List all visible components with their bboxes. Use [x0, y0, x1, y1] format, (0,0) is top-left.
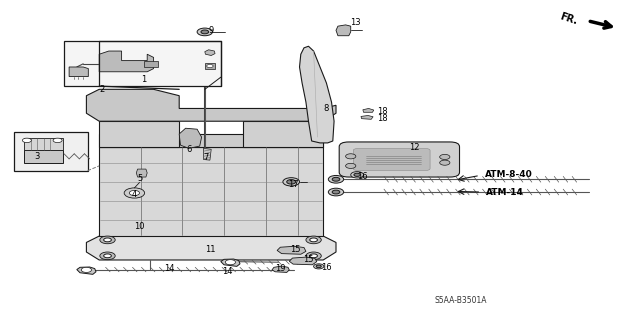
Text: 4: 4 [132, 190, 137, 199]
Polygon shape [361, 115, 373, 119]
Circle shape [310, 238, 317, 242]
Circle shape [440, 160, 450, 165]
Polygon shape [243, 121, 323, 147]
Circle shape [100, 252, 115, 260]
Circle shape [346, 163, 356, 168]
Text: 18: 18 [378, 107, 388, 116]
Text: 8: 8 [324, 104, 329, 113]
Circle shape [310, 254, 317, 258]
Text: 6: 6 [186, 145, 191, 154]
Circle shape [314, 264, 324, 269]
Circle shape [129, 190, 140, 196]
Circle shape [100, 236, 115, 244]
Text: ATM-8-40: ATM-8-40 [485, 170, 533, 179]
Text: FR.: FR. [559, 11, 579, 27]
Circle shape [283, 178, 300, 186]
Polygon shape [77, 267, 96, 274]
Circle shape [332, 177, 340, 181]
Text: 13: 13 [350, 18, 360, 27]
Circle shape [351, 172, 364, 178]
Circle shape [306, 252, 321, 260]
Circle shape [201, 30, 209, 34]
Circle shape [81, 267, 92, 272]
Text: 17: 17 [288, 180, 298, 189]
Text: 15: 15 [303, 256, 314, 264]
Polygon shape [69, 67, 88, 77]
Circle shape [22, 138, 31, 143]
Circle shape [197, 28, 212, 36]
Polygon shape [136, 169, 147, 177]
Text: 15: 15 [291, 245, 301, 254]
Bar [14, 132, 88, 171]
Polygon shape [86, 236, 336, 260]
Polygon shape [272, 266, 289, 272]
Polygon shape [99, 51, 154, 72]
Circle shape [53, 138, 62, 143]
Circle shape [124, 188, 145, 198]
Polygon shape [205, 50, 215, 56]
Text: 10: 10 [134, 222, 145, 231]
Text: 16: 16 [357, 172, 367, 181]
Text: 11: 11 [205, 245, 215, 254]
Circle shape [332, 190, 340, 194]
Polygon shape [179, 128, 202, 148]
Polygon shape [24, 150, 63, 163]
Bar [205, 63, 215, 69]
Polygon shape [221, 259, 240, 266]
Circle shape [328, 188, 344, 196]
Bar [64, 41, 221, 86]
Circle shape [207, 64, 213, 68]
Text: 12: 12 [410, 143, 420, 152]
Circle shape [225, 260, 236, 265]
Text: 18: 18 [378, 114, 388, 123]
Circle shape [354, 173, 360, 176]
Polygon shape [99, 134, 323, 147]
Circle shape [328, 175, 344, 183]
Circle shape [104, 254, 111, 258]
FancyBboxPatch shape [339, 142, 460, 177]
Text: 9: 9 [209, 26, 214, 35]
Circle shape [104, 238, 111, 242]
Circle shape [440, 154, 450, 160]
Text: 14: 14 [222, 267, 232, 276]
Polygon shape [300, 46, 334, 143]
FancyBboxPatch shape [353, 149, 430, 170]
Text: 19: 19 [275, 264, 285, 273]
Text: 16: 16 [321, 263, 332, 272]
Circle shape [306, 236, 321, 244]
Text: 1: 1 [141, 75, 147, 84]
Text: ATM-14: ATM-14 [486, 188, 524, 197]
Circle shape [346, 154, 356, 159]
Polygon shape [204, 148, 211, 160]
Polygon shape [277, 246, 306, 254]
Polygon shape [289, 257, 317, 265]
Text: 14: 14 [164, 264, 175, 273]
Polygon shape [86, 89, 336, 121]
Polygon shape [336, 25, 351, 36]
Text: 3: 3 [35, 152, 40, 161]
Text: 2: 2 [100, 85, 105, 94]
Text: S5AA-B3501A: S5AA-B3501A [435, 296, 487, 305]
Polygon shape [363, 108, 374, 112]
Polygon shape [99, 121, 179, 147]
Text: 7: 7 [204, 153, 209, 162]
Bar [24, 138, 63, 150]
Text: 5: 5 [137, 174, 142, 183]
Circle shape [287, 180, 296, 184]
Circle shape [316, 265, 321, 268]
Bar [144, 61, 158, 67]
Polygon shape [99, 147, 323, 236]
